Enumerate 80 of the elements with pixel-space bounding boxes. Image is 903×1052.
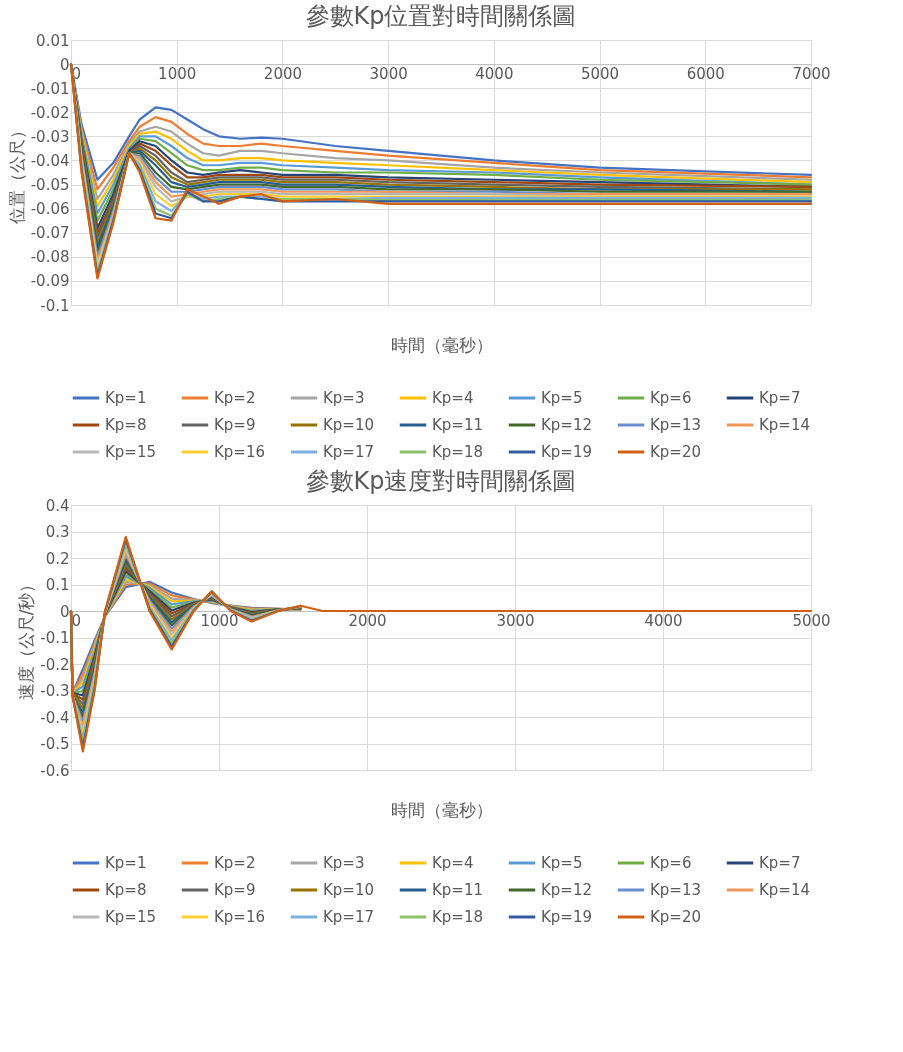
x-tick-label: 5000 — [792, 611, 831, 630]
legend-label: Kp=2 — [214, 389, 256, 407]
x-tick-label: 1000 — [200, 611, 239, 630]
legend-label: Kp=5 — [541, 854, 583, 872]
x-tick-label: 3000 — [369, 64, 408, 83]
x-tick-label: 5000 — [580, 64, 620, 83]
y-tick-label: 0.2 — [45, 549, 70, 568]
y-tick-label: -0.4 — [40, 708, 70, 727]
legend-label: Kp=12 — [541, 881, 593, 899]
legend-label: Kp=10 — [323, 881, 375, 899]
legend-label: Kp=14 — [759, 881, 811, 899]
y-tick-label: -0.03 — [30, 127, 70, 146]
y-tick-label: 0.1 — [45, 576, 70, 594]
x-axis-title: 時間（毫秒） — [390, 334, 493, 355]
x-tick-label: 7000 — [792, 64, 831, 83]
y-tick-label: -0.6 — [40, 761, 70, 780]
x-tick-label: 4000 — [644, 611, 683, 630]
legend-label: Kp=15 — [105, 908, 157, 926]
y-tick-label: 0.4 — [45, 496, 70, 515]
y-tick-label: -0.3 — [40, 682, 70, 700]
legend-label: Kp=17 — [323, 908, 375, 926]
legend-label: Kp=6 — [650, 854, 692, 872]
legend-label: Kp=11 — [432, 881, 484, 899]
y-tick-label: -0.01 — [30, 79, 70, 98]
legend-label: Kp=8 — [105, 416, 147, 434]
legend-label: Kp=13 — [650, 416, 702, 434]
legend-label: Kp=19 — [541, 908, 593, 926]
legend-label: Kp=6 — [650, 389, 692, 407]
x-axis-title: 時間（毫秒） — [390, 799, 493, 820]
y-tick-label: 0.01 — [36, 31, 70, 50]
legend-label: Kp=1 — [105, 854, 147, 872]
legend-label: Kp=12 — [541, 416, 593, 434]
y-tick-label: -0.02 — [30, 103, 70, 122]
legend-label: Kp=3 — [323, 854, 365, 872]
legend-label: Kp=7 — [759, 854, 801, 872]
y-tick-label: -0.04 — [30, 151, 70, 170]
y-tick-label: -0.09 — [30, 272, 70, 291]
legend-label: Kp=4 — [432, 389, 474, 407]
legend-label: Kp=18 — [432, 908, 484, 926]
legend-label: Kp=15 — [105, 443, 157, 461]
legend-label: Kp=5 — [541, 389, 583, 407]
x-tick-label: 0 — [71, 611, 82, 630]
y-tick-label: -0.1 — [40, 296, 70, 315]
chart-title: 參數Kp速度對時間關係圖 — [305, 467, 577, 495]
legend-label: Kp=2 — [214, 854, 256, 872]
x-tick-label: 2000 — [263, 64, 303, 83]
y-tick-label: -0.05 — [30, 176, 70, 195]
y-tick-label: -0.07 — [30, 224, 70, 243]
x-tick-label: 6000 — [686, 64, 725, 83]
legend-label: Kp=20 — [650, 443, 702, 461]
y-axis-title: 位置（公尺） — [6, 122, 27, 224]
y-tick-label: -0.08 — [30, 248, 70, 267]
legend-label: Kp=16 — [214, 908, 266, 926]
chart-title: 參數Kp位置對時間關係圖 — [305, 2, 577, 30]
legend-label: Kp=4 — [432, 854, 474, 872]
legend-label: Kp=3 — [323, 389, 365, 407]
y-axis-title: 速度（公尺/秒） — [16, 575, 37, 701]
legend-label: Kp=17 — [323, 443, 375, 461]
y-tick-label: -0.5 — [40, 735, 70, 753]
legend-label: Kp=16 — [214, 443, 266, 461]
legend-label: Kp=18 — [432, 443, 484, 461]
legend-label: Kp=11 — [432, 416, 484, 434]
x-tick-label: 2000 — [348, 611, 387, 630]
x-tick-label: 3000 — [496, 611, 535, 630]
legend-label: Kp=9 — [214, 416, 256, 434]
y-tick-label: -0.2 — [40, 655, 70, 674]
legend-label: Kp=20 — [650, 908, 702, 926]
y-tick-label: -0.1 — [40, 629, 70, 647]
legend-label: Kp=19 — [541, 443, 593, 461]
legend-label: Kp=1 — [105, 389, 147, 407]
legend-label: Kp=9 — [214, 881, 256, 899]
y-tick-label: -0.06 — [30, 200, 70, 219]
x-tick-label: 1000 — [158, 64, 197, 83]
y-tick-label: 0.3 — [45, 523, 70, 541]
legend-label: Kp=8 — [105, 881, 147, 899]
x-tick-label: 4000 — [475, 64, 514, 83]
legend-label: Kp=10 — [323, 416, 375, 434]
legend-label: Kp=7 — [759, 389, 801, 407]
legend-label: Kp=13 — [650, 881, 702, 899]
legend-label: Kp=14 — [759, 416, 811, 434]
